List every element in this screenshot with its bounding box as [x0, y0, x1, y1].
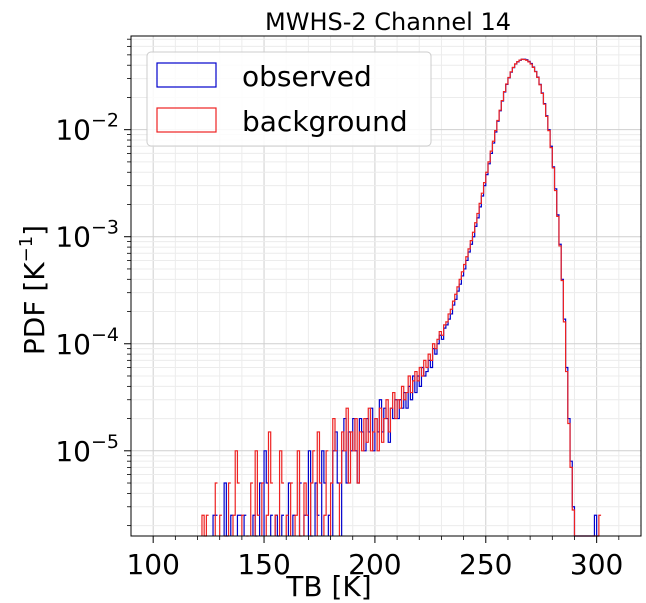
x-axis-label: TB [K]: [285, 570, 371, 603]
y-axis-label-exponent: −1: [16, 236, 37, 263]
y-tick-label: 10−5: [55, 431, 119, 468]
y-axis-label-suffix: ]: [18, 225, 51, 236]
y-axis-label-text: PDF [K−1]: [16, 225, 51, 355]
legend: observed background: [146, 51, 432, 147]
x-tick-label: 100: [126, 548, 179, 581]
chart-title: MWHS-2 Channel 14: [265, 8, 511, 36]
y-tick-label: 10−4: [55, 324, 119, 361]
legend-frame: [146, 51, 432, 147]
y-axis-label: PDF [K−1]: [16, 225, 51, 355]
y-tick-label: 10−3: [55, 217, 119, 254]
y-axis-ticks: 10−5 10−4 10−3 10−2: [55, 38, 131, 527]
legend-label-background: background: [242, 105, 408, 138]
x-tick-label: 150: [237, 548, 290, 581]
y-axis-label-main: PDF [K: [18, 262, 51, 355]
x-axis-ticks: 100 150 200 250 300: [126, 536, 623, 581]
legend-swatch-background: [156, 107, 217, 133]
legend-swatch-observed: [156, 62, 217, 88]
x-tick-label: 250: [459, 548, 512, 581]
y-tick-label: 10−2: [55, 110, 119, 147]
plot-frame: [130, 35, 642, 537]
x-tick-label: 200: [348, 548, 401, 581]
x-tick-label: 300: [570, 548, 623, 581]
legend-label-observed: observed: [242, 60, 372, 93]
